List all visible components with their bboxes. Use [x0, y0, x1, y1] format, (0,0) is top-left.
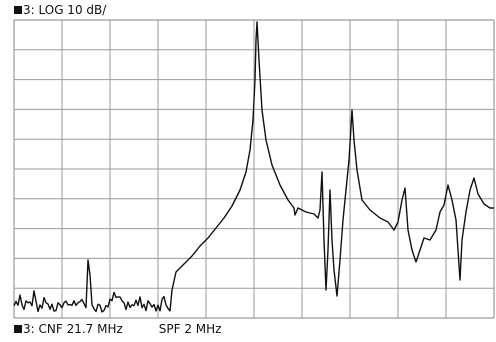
graticule — [14, 20, 494, 318]
span-frequency-label: SPF 2 MHz — [159, 322, 222, 336]
center-frequency-label: 3: CNF 21.7 MHz — [23, 322, 123, 336]
trace-marker-icon — [14, 325, 22, 333]
frequency-readout: 3: CNF 21.7 MHz SPF 2 MHz — [14, 322, 221, 336]
